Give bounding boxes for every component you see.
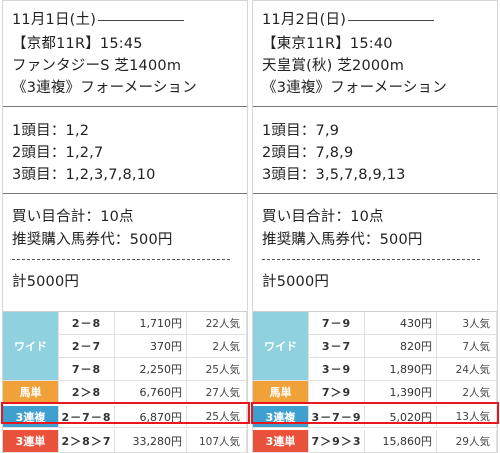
popularity: 22人気 xyxy=(187,312,247,335)
popularity: 2人気 xyxy=(437,381,497,404)
divider xyxy=(3,106,247,107)
recommended-price: 推奨購入馬券代：500円 xyxy=(12,232,173,248)
total-bets: 買い目合計：10点 xyxy=(12,209,134,225)
payout-row-sanrentan: 3連単 2＞8＞7 33,280円 107人気 xyxy=(3,430,247,453)
total-bets: 買い目合計：10点 xyxy=(262,209,384,225)
table-row: 2－7 370円 2人気 xyxy=(3,335,247,358)
combo: 2－7 xyxy=(59,335,115,358)
payout: 370円 xyxy=(115,335,187,358)
popularity: 25人気 xyxy=(187,406,247,428)
divider xyxy=(253,193,497,194)
payout: 430円 xyxy=(365,312,437,335)
payout: 33,280円 xyxy=(115,430,187,453)
popularity: 29人気 xyxy=(437,430,497,453)
payout: 6,870円 xyxy=(115,406,187,428)
payout-row-wide: ワイド xyxy=(3,312,247,381)
table-row: 3－9 1,890円 24人気 xyxy=(253,358,497,381)
payout-row-umatan: 馬単 7＞9 1,390円 2人気 xyxy=(253,381,497,404)
payout-table: ワイド 7－9 430円 3人気 3－7 820円 7人気 3－9 1,890円… xyxy=(253,311,497,453)
payout: 5,020円 xyxy=(365,406,437,428)
table-row: 2－8 1,710円 22人気 xyxy=(3,312,247,335)
race-card-tokyo: 11月2日(日) 【東京11R】15:40 天皇賞(秋) 芝2000m 《3連複… xyxy=(252,0,498,453)
divider xyxy=(253,106,497,107)
combo: 7＞9 xyxy=(309,381,365,404)
label-wide: ワイド xyxy=(253,312,309,381)
payout: 1,390円 xyxy=(365,381,437,404)
race-card-kyoto: 11月1日(土) 【京都11R】15:45 ファンタジーS 芝1400m 《3連… xyxy=(2,0,248,453)
first-horse: 1頭目：7,9 xyxy=(262,123,340,139)
race-date: 11月1日(土) xyxy=(12,11,185,29)
combo: 2－8 xyxy=(59,312,115,335)
combo: 3－7－9 xyxy=(309,406,365,428)
payout: 6,760円 xyxy=(115,381,187,404)
popularity: 27人気 xyxy=(187,381,247,404)
payout-row-sanrentan: 3連単 7＞9＞3 15,860円 29人気 xyxy=(253,430,497,453)
label-wide: ワイド xyxy=(3,312,59,381)
popularity: 24人気 xyxy=(437,358,497,381)
race-title: 【東京11R】15:40 xyxy=(262,36,393,52)
popularity: 107人気 xyxy=(187,430,247,453)
popularity: 2人気 xyxy=(187,335,247,358)
combo: 2＞8＞7 xyxy=(59,430,115,453)
combo: 7－8 xyxy=(59,358,115,381)
payout-table: ワイド 2－8 1,710円 22人気 2－7 370円 2人気 7－8 2,2… xyxy=(3,311,247,453)
table-row: 7－8 2,250円 25人気 xyxy=(3,358,247,381)
payout-row-wide: ワイド xyxy=(253,312,497,381)
sum-amount: 計5000円 xyxy=(262,274,330,290)
third-horse: 3頭目：1,2,3,7,8,10 xyxy=(12,167,156,183)
payout: 1,710円 xyxy=(115,312,187,335)
popularity: 25人気 xyxy=(187,358,247,381)
date-rule xyxy=(348,19,435,21)
payout: 820円 xyxy=(365,335,437,358)
combo: 2－7－8 xyxy=(59,406,115,428)
race-name: ファンタジーS 芝1400m xyxy=(12,58,182,74)
race-date: 11月2日(日) xyxy=(262,11,435,29)
first-horse: 1頭目：1,2 xyxy=(12,123,90,139)
label-umatan: 馬単 xyxy=(253,381,309,404)
third-horse: 3頭目：3,5,7,8,9,13 xyxy=(262,167,406,183)
combo: 3－9 xyxy=(309,358,365,381)
label-umatan: 馬単 xyxy=(3,381,59,404)
bet-type: 《3連複》フォーメーション xyxy=(12,80,197,96)
popularity: 3人気 xyxy=(437,312,497,335)
combo: 3－7 xyxy=(309,335,365,358)
race-name: 天皇賞(秋) 芝2000m xyxy=(262,58,405,74)
second-horse: 2頭目：1,2,7 xyxy=(12,145,104,161)
payout-row-umatan: 馬単 2＞8 6,760円 27人気 xyxy=(3,381,247,404)
payout: 2,250円 xyxy=(115,358,187,381)
race-title: 【京都11R】15:45 xyxy=(12,36,143,52)
sum-amount: 計5000円 xyxy=(12,274,80,290)
table-row: 3－7 820円 7人気 xyxy=(253,335,497,358)
payout: 1,890円 xyxy=(365,358,437,381)
bet-type: 《3連複》フォーメーション xyxy=(262,80,447,96)
divider xyxy=(3,193,247,194)
recommended-price: 推奨購入馬券代：500円 xyxy=(262,232,423,248)
highlight-box-left xyxy=(1,402,250,424)
combo: 7＞9＞3 xyxy=(309,430,365,453)
combo: 7－9 xyxy=(309,312,365,335)
combo: 2＞8 xyxy=(59,381,115,404)
second-horse: 2頭目：7,8,9 xyxy=(262,145,354,161)
label-sanrentan: 3連単 xyxy=(3,430,59,453)
highlight-box-right xyxy=(251,402,499,424)
label-sanrentan: 3連単 xyxy=(253,430,309,453)
date-rule xyxy=(98,19,185,21)
dashed-rule xyxy=(12,259,230,260)
popularity: 13人気 xyxy=(437,406,497,428)
popularity: 7人気 xyxy=(437,335,497,358)
table-row: 7－9 430円 3人気 xyxy=(253,312,497,335)
dashed-rule xyxy=(262,259,480,260)
payout: 15,860円 xyxy=(365,430,437,453)
